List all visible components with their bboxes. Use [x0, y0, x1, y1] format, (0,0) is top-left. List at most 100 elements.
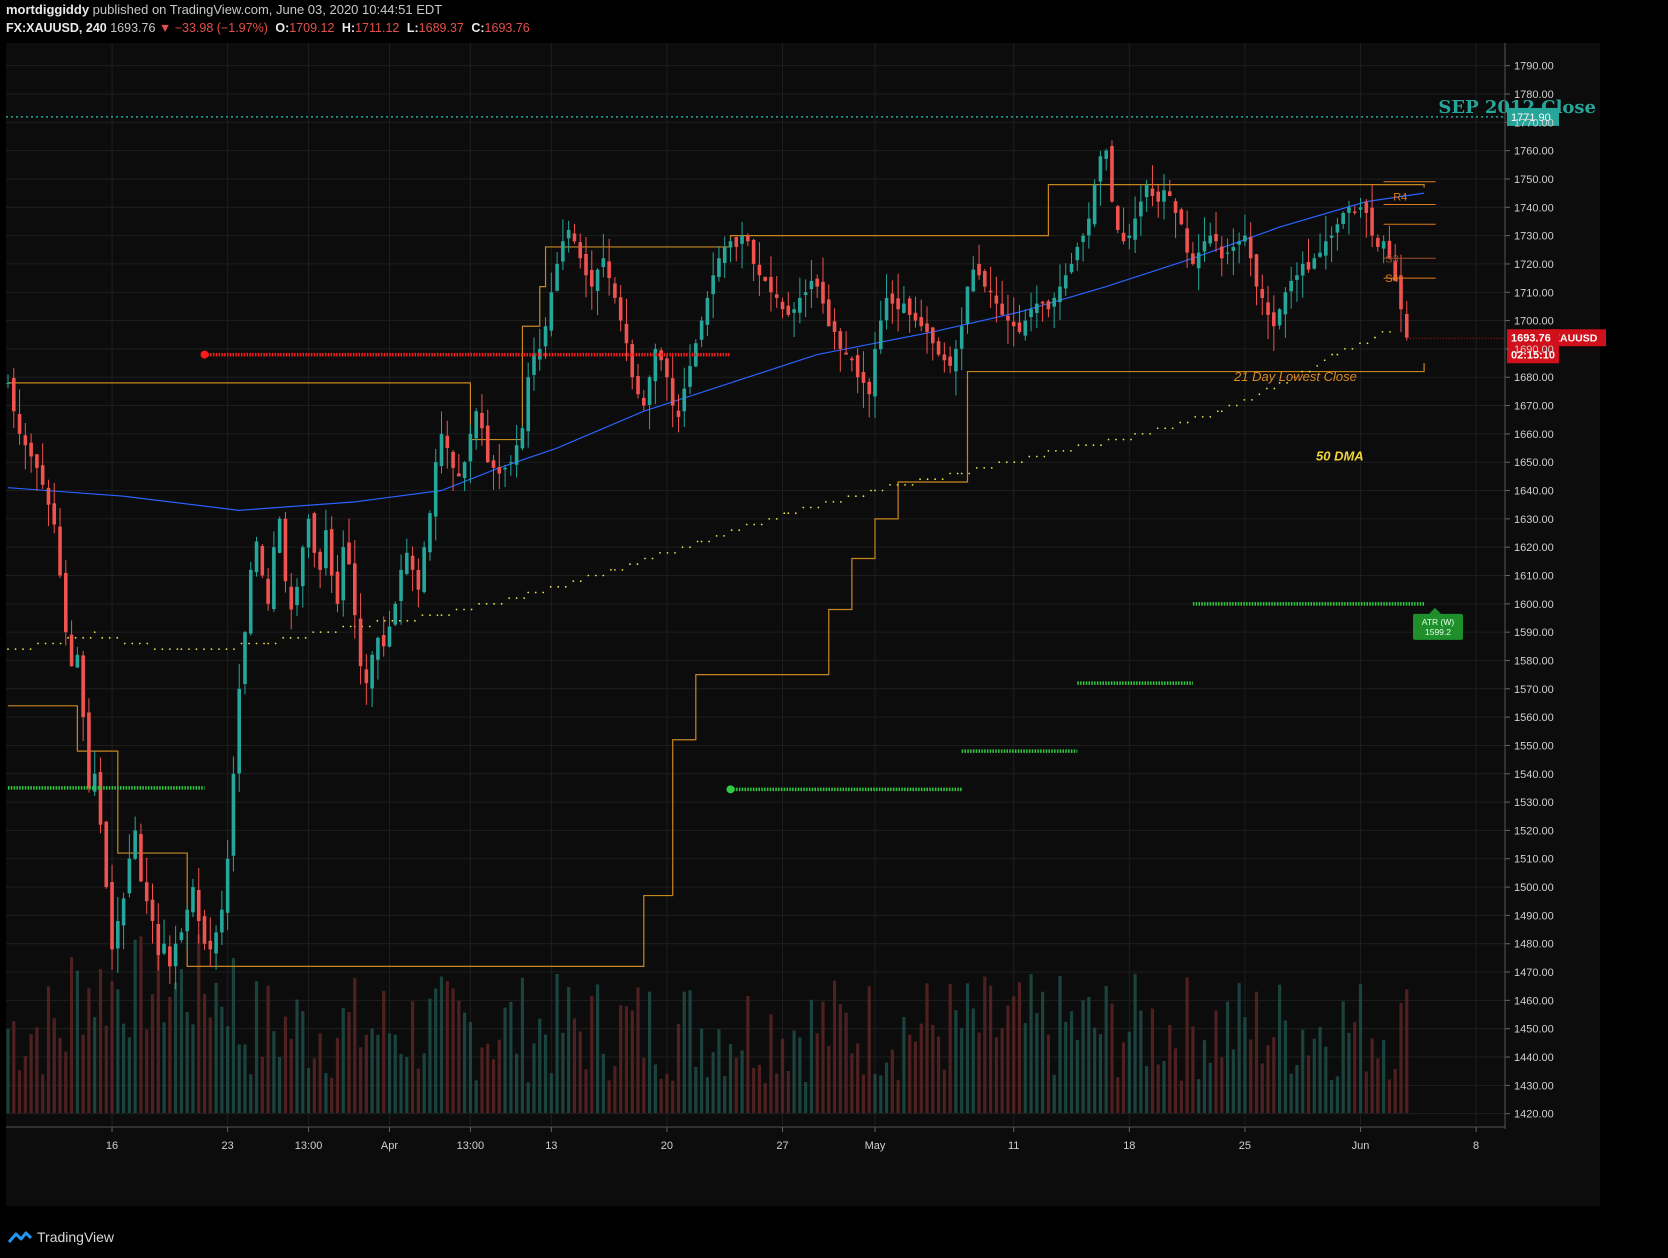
candle-body: [1127, 235, 1132, 238]
volume-bar: [1254, 991, 1259, 1113]
x-tick-label: 25: [1239, 1140, 1251, 1152]
dma-dot: [1013, 461, 1016, 464]
dma-dot: [282, 636, 285, 639]
candle-body: [774, 294, 779, 298]
time-axis[interactable]: 16 23 13:00 Apr 13:00 13 20 27 May 11 18 25 Jun 8: [6, 1126, 1505, 1152]
candle-body: [376, 637, 380, 660]
volume-bar: [965, 983, 970, 1113]
volume-bar: [590, 995, 594, 1113]
candle-body: [861, 372, 866, 383]
candle-body: [1381, 241, 1386, 249]
dma-dot: [1186, 421, 1189, 424]
dma-dot: [89, 636, 92, 639]
dma-dot: [1344, 348, 1346, 350]
x-tick-label: 16: [106, 1140, 118, 1152]
dma-dot: [1278, 381, 1281, 384]
candle-body: [682, 388, 687, 412]
dma-dot: [1122, 438, 1125, 441]
publisher-name[interactable]: mortdiggiddy: [6, 2, 90, 17]
volume-bar: [526, 1082, 530, 1113]
volume-bar: [451, 988, 455, 1113]
dma-label: 50 DMA: [1316, 449, 1364, 464]
dma-dot: [1359, 342, 1361, 345]
volume-bar: [1173, 1048, 1178, 1113]
price-axis[interactable]: 1790.00 1780.00 1770.00 1760.00 1750.00 1740.…: [1504, 43, 1554, 1129]
volume-bar: [330, 1077, 334, 1113]
dma-dot: [1316, 365, 1319, 367]
dma-dot: [1301, 370, 1304, 373]
candle-body: [254, 541, 259, 573]
candle-body: [1040, 301, 1045, 304]
dma-dot: [794, 512, 797, 515]
candle-body: [1075, 246, 1080, 261]
dma-dot: [14, 648, 17, 651]
volume-bar: [75, 970, 79, 1113]
dma-dot: [896, 483, 899, 486]
x-tick-label: 8: [1473, 1140, 1479, 1152]
candle-body: [491, 460, 496, 468]
volume-bar: [1029, 974, 1033, 1113]
candle-body: [1404, 313, 1409, 338]
y-tick-label: 1770.00: [1514, 117, 1554, 129]
dma-dot: [881, 489, 884, 492]
dma-dot: [1228, 404, 1231, 407]
volume-bar: [46, 986, 51, 1113]
y-tick-label: 1450.00: [1514, 1024, 1554, 1036]
volume-bar: [740, 1050, 744, 1113]
dma-dot: [108, 636, 111, 639]
symbol-price-tag: [1549, 329, 1606, 347]
y-tick-label: 1700.00: [1514, 316, 1554, 328]
candle-body: [1352, 211, 1357, 213]
dma-dot: [745, 523, 748, 526]
tradingview-logo[interactable]: TradingView: [8, 1229, 114, 1245]
dma-dot: [983, 466, 986, 469]
candle-body: [1248, 236, 1253, 259]
dma-dot: [429, 614, 431, 617]
annotations: R4 S3 S4 SEP 2012 Close 21 Day Lowest Close 5…: [1233, 97, 1606, 640]
dma-dot: [440, 614, 443, 617]
candle-body: [116, 921, 120, 949]
dma-dot: [968, 472, 971, 475]
volume-bar: [6, 1029, 10, 1113]
dma-dot: [1134, 432, 1136, 435]
volume-bar: [578, 1031, 582, 1113]
volume-bar: [850, 1053, 854, 1113]
dma-dot: [1115, 438, 1117, 441]
volume-bar: [434, 988, 438, 1113]
dma-dot: [1005, 461, 1008, 464]
volume-bar: [913, 1041, 918, 1113]
volume-bar: [1006, 1005, 1010, 1113]
volume-bar: [1179, 1080, 1183, 1113]
volume-bar: [844, 1012, 848, 1113]
candle-body: [1121, 232, 1126, 242]
candle-body: [300, 547, 305, 587]
volume-bar: [411, 1001, 415, 1113]
dma-dot: [1286, 381, 1289, 384]
candle-body: [1306, 262, 1311, 270]
dma-dot: [534, 591, 537, 594]
dma-dot: [1070, 449, 1072, 452]
candle-body: [630, 344, 635, 378]
dma-dot: [960, 472, 963, 475]
candle-body: [1006, 315, 1010, 321]
dma-dot: [1077, 444, 1080, 447]
dma-dot: [542, 591, 545, 594]
candle-body: [220, 909, 224, 933]
candle-body: [1260, 289, 1265, 298]
volume-bar: [1405, 989, 1409, 1113]
dma-dot: [1216, 410, 1219, 413]
volume-bar: [1301, 1029, 1305, 1113]
volume-bar: [254, 981, 259, 1113]
dma-dot: [855, 495, 857, 498]
volume-bar: [191, 1024, 195, 1113]
volume-bar: [93, 1017, 97, 1113]
volume-bar: [832, 980, 837, 1113]
dma-dot: [1209, 415, 1212, 418]
candle-body: [1202, 241, 1207, 252]
candle-body: [1399, 275, 1403, 310]
candle-body: [1179, 209, 1184, 225]
volume-bar: [769, 1014, 773, 1113]
candles[interactable]: [6, 140, 1409, 990]
volume-bar: [711, 1052, 715, 1113]
